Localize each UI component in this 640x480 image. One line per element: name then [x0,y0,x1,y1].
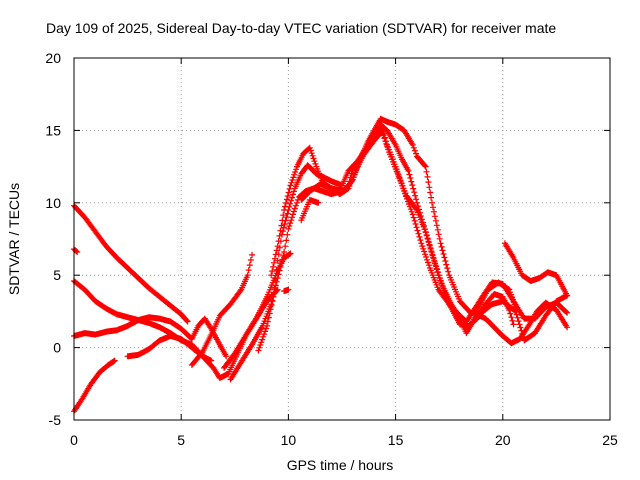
y-axis-ticks: -5 0 5 10 15 20 [45,50,610,428]
y-tick-label: 20 [45,50,61,66]
plot-frame [73,57,611,421]
grid-lines [74,58,610,420]
y-tick-label: -5 [49,412,62,428]
y-tick-label: 5 [53,267,61,283]
data-point-markers [188,251,255,368]
y-axis-label: SDTVAR / TECUs [6,183,22,295]
x-tick-label: 25 [602,432,618,448]
data-point-markers [124,333,215,364]
series-track-16 [281,286,292,295]
data-point-markers [298,124,571,347]
x-tick-label: 5 [177,432,185,448]
y-tick-label: 10 [45,195,61,211]
series-track-5 [188,251,255,368]
series-track-6 [221,250,294,371]
series-track-11 [298,196,322,224]
x-axis-ticks: 0 5 10 15 20 25 [70,58,618,448]
x-tick-label: 20 [495,432,511,448]
data-point-markers [501,240,571,299]
data-point-markers [298,196,322,224]
data-point-markers [474,279,519,313]
series-track-13 [501,240,571,299]
x-axis-label: GPS time / hours [287,457,394,473]
x-tick-label: 15 [388,432,404,448]
data-series [71,115,571,415]
series-track-4 [124,333,215,364]
y-tick-label: 0 [53,340,61,356]
data-point-markers [221,250,294,371]
series-track-12 [474,279,519,313]
chart-title: Day 109 of 2025, Sidereal Day-to-day VTE… [46,20,556,36]
data-point-markers [281,286,292,295]
series-track-10 [298,124,571,347]
y-tick-label: 15 [45,122,61,138]
x-tick-label: 0 [70,432,78,448]
x-tick-label: 10 [281,432,297,448]
